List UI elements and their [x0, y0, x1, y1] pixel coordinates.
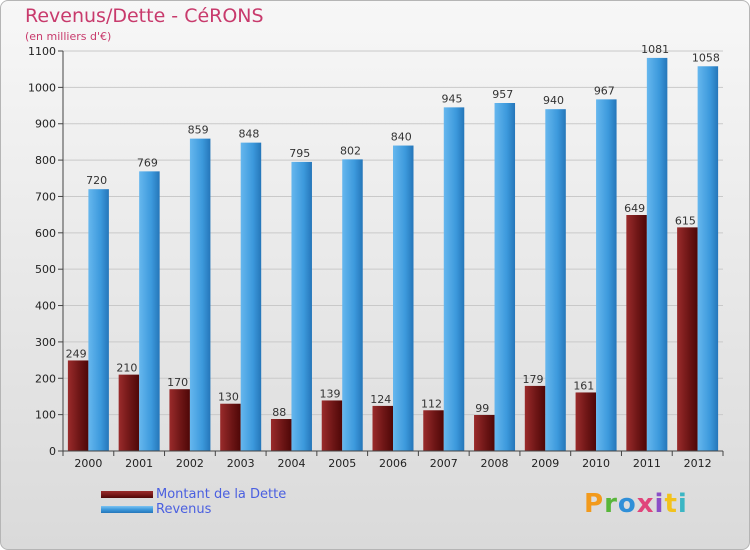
- proxiti-logo: Proxiti: [584, 489, 688, 519]
- x-tick-label-2007: 2007: [430, 457, 458, 470]
- value-label-revenus-2010: 967: [594, 84, 615, 97]
- value-label-dette-2005: 139: [319, 387, 340, 400]
- legend: Montant de la Dette Revenus: [101, 487, 286, 517]
- legend-item-dette: Montant de la Dette: [101, 487, 286, 502]
- bar-revenus-2011: [646, 57, 668, 452]
- y-tick-label: 300: [35, 336, 56, 349]
- legend-swatch-revenus: [101, 506, 153, 513]
- x-tick-label-2000: 2000: [74, 457, 102, 470]
- bar-revenus-2012: [697, 66, 719, 451]
- y-tick-label: 600: [35, 227, 56, 240]
- value-label-dette-2000: 249: [66, 347, 87, 360]
- value-label-dette-2010: 161: [573, 379, 594, 392]
- value-label-revenus-2011: 1081: [641, 43, 669, 56]
- chart-title: Revenus/Dette - CéRONS: [25, 5, 264, 27]
- y-tick-label: 700: [35, 190, 56, 203]
- value-label-revenus-2005: 802: [340, 144, 361, 157]
- y-tick-label: 1100: [28, 45, 56, 58]
- bar-revenus-2001: [139, 171, 160, 451]
- x-tick-label-2001: 2001: [125, 457, 153, 470]
- legend-label-dette: Montant de la Dette: [156, 487, 287, 502]
- legend-swatch-dette: [101, 491, 153, 498]
- y-tick-label: 800: [35, 154, 56, 167]
- value-label-revenus-2007: 945: [442, 92, 463, 105]
- value-label-dette-2012: 615: [675, 214, 696, 227]
- bar-dette-2007: [423, 410, 444, 451]
- x-tick-label-2003: 2003: [227, 457, 255, 470]
- value-label-revenus-2003: 848: [238, 128, 259, 141]
- legend-label-revenus: Revenus: [156, 502, 212, 517]
- bar-revenus-2010: [596, 99, 617, 451]
- legend-item-revenus: Revenus: [101, 502, 286, 517]
- value-label-dette-2008: 99: [475, 402, 489, 415]
- bar-revenus-2000: [88, 189, 109, 451]
- bar-dette-2011: [626, 215, 647, 451]
- y-tick-label: 100: [35, 409, 56, 422]
- logo-letter: i: [677, 489, 688, 519]
- value-label-dette-2009: 179: [523, 373, 544, 386]
- bar-revenus-2005: [342, 159, 363, 451]
- bar-dette-2005: [321, 400, 343, 451]
- bar-dette-2001: [118, 374, 140, 451]
- x-tick-label-2004: 2004: [277, 457, 305, 470]
- value-label-dette-2006: 124: [370, 393, 391, 406]
- y-tick-label: 200: [35, 372, 56, 385]
- y-axis: 0 100 200 300 400 500 600 700 800 900 1000 1100: [28, 45, 64, 458]
- value-label-revenus-2008: 957: [492, 88, 513, 101]
- x-tick-label-2010: 2010: [582, 457, 610, 470]
- x-tick-label-2006: 2006: [379, 457, 407, 470]
- value-label-dette-2003: 130: [218, 391, 239, 404]
- bar-revenus-2003: [240, 142, 262, 452]
- bar-revenus-2008: [494, 103, 516, 451]
- x-tick-label-2002: 2002: [176, 457, 204, 470]
- x-tick-label-2005: 2005: [328, 457, 356, 470]
- bar-dette-2009: [524, 385, 546, 451]
- bar-dette-2004: [270, 419, 292, 451]
- bar-revenus-2006: [393, 145, 414, 451]
- bar-dette-2000: [67, 360, 89, 451]
- value-label-revenus-2001: 769: [137, 156, 158, 169]
- x-axis: 2000 2001 2002 2003 2004 2005 2006 2007 2008 2009…: [62, 450, 724, 470]
- y-tick-label: 900: [35, 118, 56, 131]
- bar-dette-2003: [220, 403, 241, 451]
- value-label-revenus-2002: 859: [188, 124, 209, 137]
- bar-dette-2006: [372, 405, 393, 451]
- value-label-revenus-2009: 940: [543, 94, 564, 107]
- value-label-dette-2002: 170: [167, 376, 188, 389]
- bar-revenus-2009: [545, 109, 566, 451]
- logo-letter: x: [636, 489, 655, 519]
- bar-revenus-2007: [443, 107, 465, 451]
- y-tick-label: 500: [35, 263, 56, 276]
- bar-revenus-2004: [291, 161, 312, 451]
- y-tick-label: 400: [35, 300, 56, 313]
- x-tick-label-2011: 2011: [633, 457, 661, 470]
- logo-letter: P: [584, 489, 605, 519]
- value-label-revenus-2000: 720: [86, 174, 107, 187]
- chart-subtitle: (en milliers d'€): [25, 30, 112, 43]
- logo-letter: o: [617, 489, 637, 519]
- y-tick-label: 1000: [28, 81, 56, 94]
- value-label-dette-2001: 210: [116, 362, 137, 375]
- y-tick-label: 0: [49, 445, 56, 458]
- x-tick-label-2008: 2008: [481, 457, 509, 470]
- value-label-dette-2007: 112: [421, 397, 442, 410]
- logo-letter: t: [664, 489, 678, 519]
- bar-dette-2012: [677, 227, 698, 451]
- bar-dette-2010: [575, 392, 597, 451]
- bar-dette-2002: [169, 389, 190, 451]
- bars: 249 720 210 769 170 859 130 848 88 795 139 802 124 84…: [66, 43, 720, 452]
- x-tick-label-2009: 2009: [531, 457, 559, 470]
- value-label-revenus-2006: 840: [391, 131, 412, 144]
- x-tick-label-2012: 2012: [684, 457, 712, 470]
- value-label-revenus-2004: 795: [289, 147, 310, 160]
- logo-letter: i: [654, 489, 665, 519]
- bar-revenus-2002: [189, 138, 211, 452]
- bar-dette-2008: [474, 415, 495, 451]
- value-label-dette-2011: 649: [624, 202, 645, 215]
- value-label-dette-2004: 88: [272, 406, 286, 419]
- value-label-revenus-2012: 1058: [692, 51, 720, 64]
- logo-letter: r: [604, 489, 618, 519]
